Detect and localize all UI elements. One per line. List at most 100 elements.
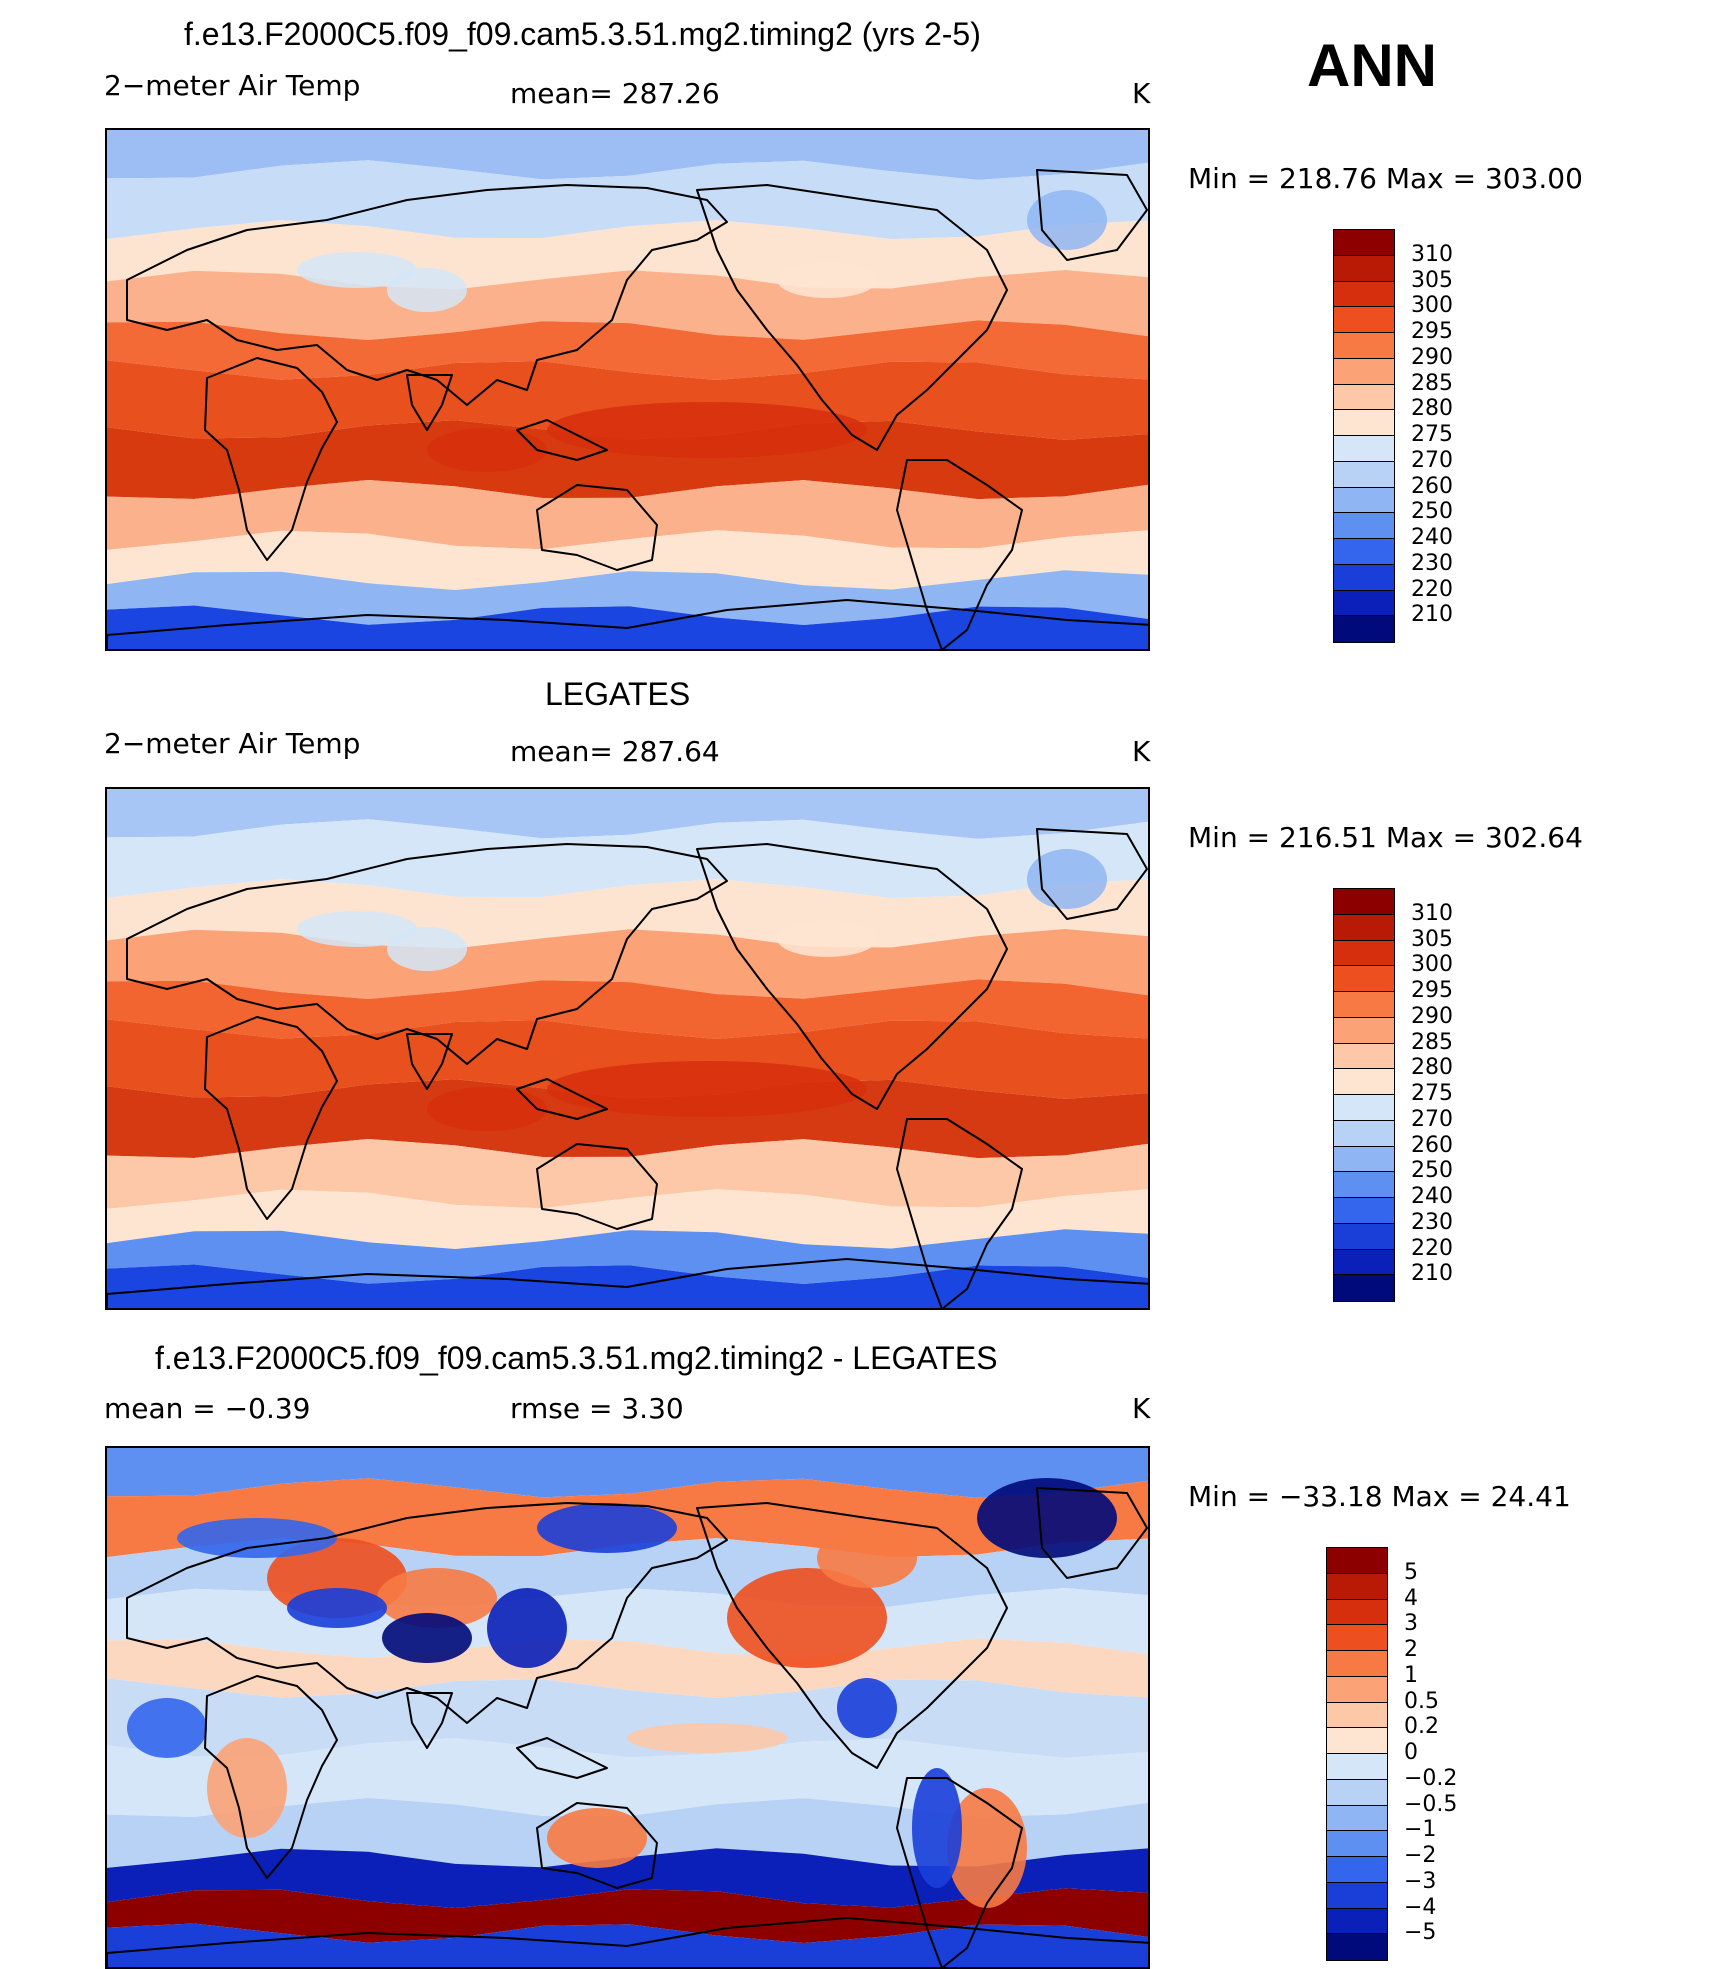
colorbar-tick-label: 290 (1411, 344, 1453, 370)
colorbar-swatch (1333, 1094, 1395, 1122)
contour-band-subtropic (107, 979, 1148, 1039)
colorbar-tick-label: 260 (1411, 473, 1453, 499)
contour-band-tropic (107, 1019, 1148, 1099)
colorbar-swatch (1333, 435, 1395, 463)
panel-2-map (105, 787, 1150, 1310)
coastline (896, 1118, 1023, 1308)
contour-band-warm-pool (107, 420, 1148, 500)
colorbar-swatch (1333, 357, 1395, 385)
colorbar-swatch (1333, 563, 1395, 591)
colorbar-tick-label: 4 (1404, 1585, 1418, 1611)
anomaly-patch (127, 1698, 207, 1758)
colorbar-tick-label: 285 (1411, 370, 1453, 396)
coastline (126, 184, 728, 406)
colorbar-tick-label: 0 (1404, 1740, 1418, 1765)
colorbar-tick-label: 240 (1411, 1184, 1453, 1209)
coastline (406, 374, 453, 431)
panel-2-variable: 2−meter Air Temp (104, 727, 361, 760)
colorbar-swatch (1326, 1727, 1388, 1755)
anomaly-patch (207, 1738, 287, 1838)
coastline (516, 419, 608, 461)
coastline (406, 1033, 453, 1090)
coastline (896, 1777, 1023, 1967)
colorbar-tick-label: 260 (1411, 1132, 1453, 1158)
temperature-patch (427, 428, 547, 472)
panel-2-minmax: Min = 216.51 Max = 302.64 (1188, 821, 1583, 854)
anomaly-patch (627, 1723, 787, 1753)
colorbar-swatch (1333, 888, 1395, 916)
anomaly-patch (727, 1568, 887, 1668)
colorbar-tick-label: 230 (1411, 550, 1453, 576)
colorbar-tick-label: 295 (1411, 319, 1453, 344)
colorbar-swatch (1333, 1068, 1395, 1096)
anomaly-patch (837, 1678, 897, 1738)
season-label: ANN (1307, 32, 1437, 99)
coastline (516, 1078, 608, 1120)
colorbar-swatch (1333, 1119, 1395, 1147)
colorbar-tick-label: 280 (1411, 1055, 1453, 1081)
colorbar-tick-label: 290 (1411, 1003, 1453, 1029)
colorbar-swatch (1333, 1222, 1395, 1250)
contour-band-warm-pool (107, 1738, 1148, 1818)
colorbar-swatch (1326, 1675, 1388, 1703)
coastline (536, 1143, 658, 1230)
colorbar-swatch (1326, 1881, 1388, 1909)
panel-3-map (105, 1446, 1150, 1969)
contour-band-south-mild (107, 1139, 1148, 1209)
anomaly-patch (537, 1503, 677, 1553)
panel-2-colorbar: 310 305 300 295 290 285 280 275 270 260 250 240 230 2… (1333, 888, 1533, 1302)
colorbar-tick-label: 240 (1411, 525, 1453, 550)
colorbar-tick-label: −4 (1404, 1894, 1437, 1920)
colorbar-swatch (1333, 512, 1395, 540)
colorbar-tick-label: 295 (1411, 978, 1453, 1003)
colorbar-tick-label: 280 (1411, 396, 1453, 422)
colorbar-swatch (1333, 409, 1395, 437)
map-canvas (107, 130, 1148, 649)
coastline (696, 1502, 1008, 1769)
colorbar-swatch (1333, 460, 1395, 488)
colorbar-swatch (1333, 1145, 1395, 1173)
colorbar-swatch (1333, 254, 1395, 282)
colorbar-swatch (1326, 1804, 1388, 1832)
colorbar-tick-label: 5 (1404, 1559, 1418, 1585)
colorbar-tick-label: 210 (1411, 1261, 1453, 1287)
contour-band-south-cold (107, 570, 1148, 625)
anomaly-patch (817, 1528, 917, 1588)
contour-band-arctic (107, 789, 1148, 839)
colorbar-swatch (1333, 1197, 1395, 1225)
colorbar-swatch (1333, 280, 1395, 308)
colorbar-tick-label: 310 (1411, 900, 1453, 926)
colorbar-tick-label: 230 (1411, 1209, 1453, 1235)
panel-1-colorbar: 310 305 300 295 290 285 280 275 270 260 250 240 230 2… (1333, 229, 1533, 643)
temperature-patch (547, 402, 867, 458)
colorbar-swatch (1326, 1830, 1388, 1858)
colorbar-swatch (1333, 306, 1395, 334)
coastline (896, 459, 1023, 649)
colorbar-tick-label: −2 (1404, 1843, 1437, 1868)
panel-3-minmax: Min = −33.18 Max = 24.41 (1188, 1480, 1571, 1513)
colorbar-tick-label: 220 (1411, 576, 1453, 602)
contour-band-subtropic (107, 1638, 1148, 1698)
colorbar-tick-label: 310 (1411, 241, 1453, 267)
temperature-patch (387, 927, 467, 971)
colorbar-swatch (1333, 1042, 1395, 1070)
colorbar-tick-label: 305 (1411, 267, 1453, 293)
contour-band-north-cold (107, 819, 1148, 899)
anomaly-patch (377, 1568, 497, 1628)
colorbar-swatch (1326, 1856, 1388, 1884)
temperature-patch (297, 252, 417, 288)
colorbar-swatch (1333, 589, 1395, 617)
colorbar-tick-label: 275 (1411, 1081, 1453, 1106)
temperature-patch (777, 921, 877, 957)
contour-band-south-mild (107, 480, 1148, 550)
coastline (536, 484, 658, 571)
anomaly-patch (487, 1588, 567, 1668)
colorbar-tick-label: 285 (1411, 1029, 1453, 1055)
colorbar-swatch (1333, 486, 1395, 514)
colorbar-tick-label: 275 (1411, 422, 1453, 447)
temperature-patch (427, 1087, 547, 1131)
colorbar-swatch (1326, 1778, 1388, 1806)
colorbar-tick-label: 1 (1404, 1662, 1418, 1688)
colorbar-swatch (1333, 1171, 1395, 1199)
colorbar-tick-label: −1 (1404, 1817, 1437, 1843)
